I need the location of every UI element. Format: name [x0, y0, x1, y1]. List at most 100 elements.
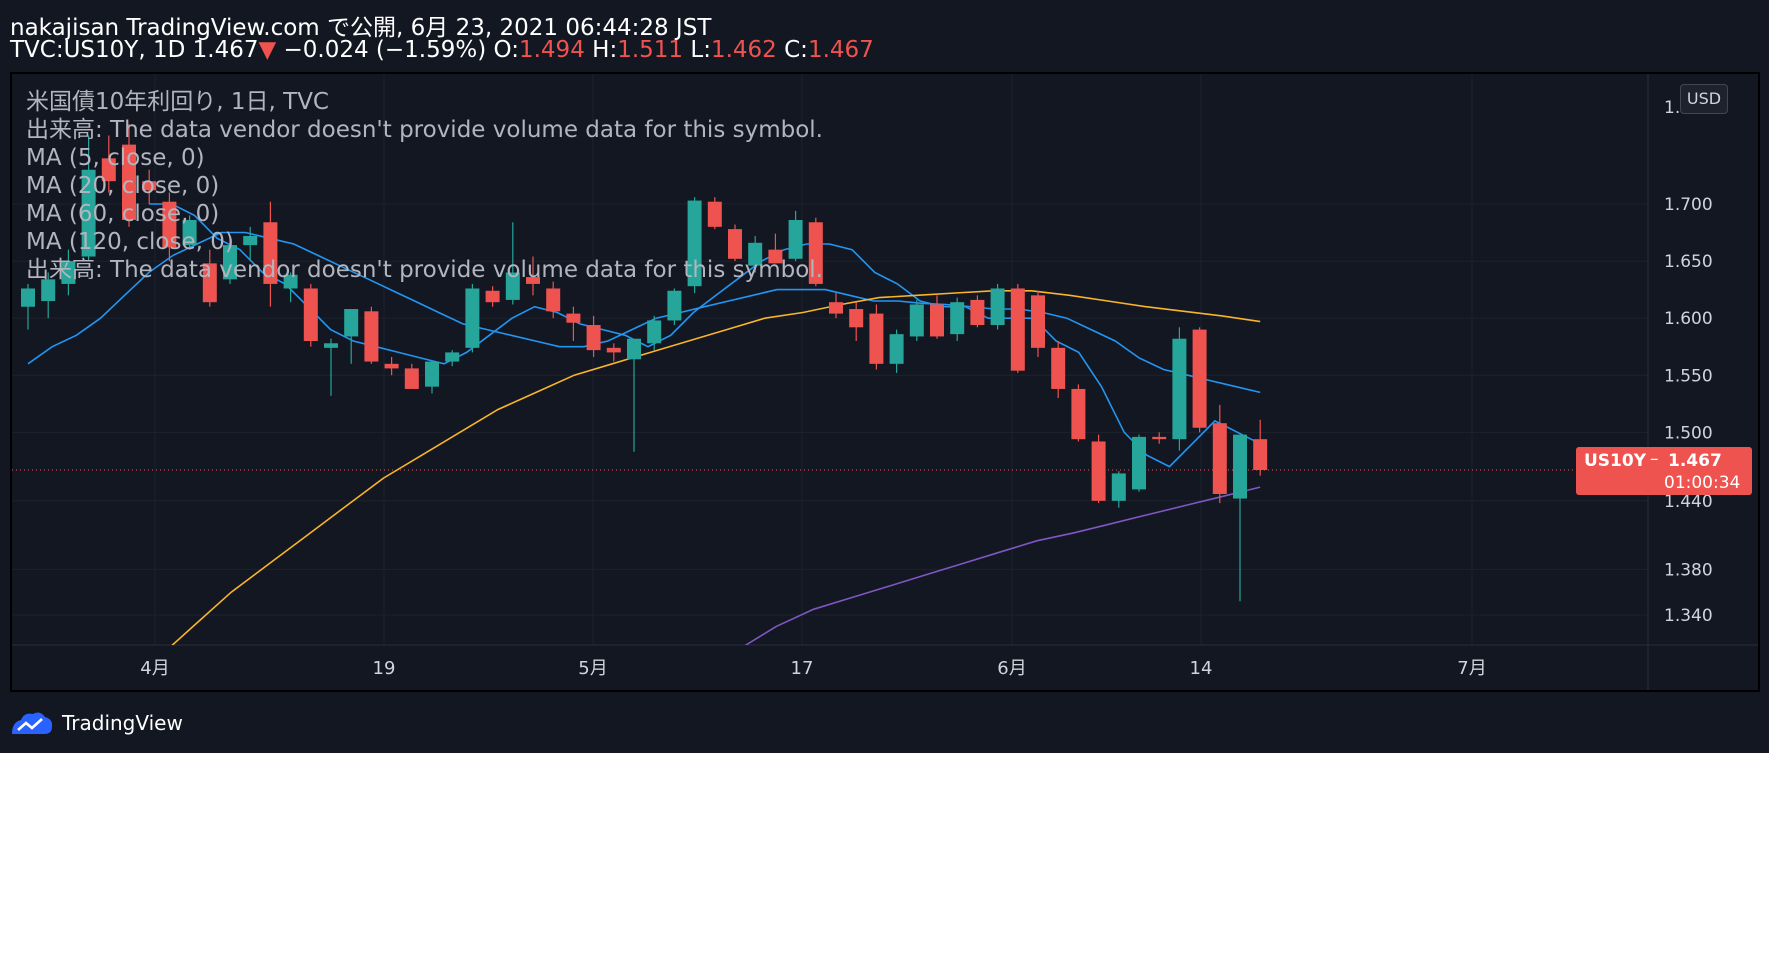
- x-tick-5: 14: [1190, 658, 1213, 679]
- brand-name: TradingView: [62, 711, 183, 735]
- candle-body-1: [41, 279, 56, 302]
- ma20-line: [27, 231, 1261, 394]
- candle-body-52: [1071, 388, 1086, 440]
- high-value: 1.511: [617, 37, 684, 63]
- symbol-ohlc-line: TVC:US10Y, 1D 1.467▼ −0.024 (−1.59%) O:1…: [10, 37, 874, 63]
- x-tick-2: 5月: [578, 658, 607, 679]
- candle-body-28: [586, 325, 601, 351]
- candle-body-23: [485, 290, 500, 303]
- candle-body-30: [627, 338, 641, 360]
- candle-body-54: [1111, 473, 1126, 501]
- candle-body-17: [364, 311, 379, 362]
- y-tick-2: 1.500: [1664, 423, 1713, 443]
- candle-body-50: [1031, 295, 1045, 348]
- y-tick-hidden: 1.440: [1664, 492, 1713, 512]
- x-tick-6: 7月: [1457, 658, 1486, 679]
- candle-body-41: [849, 309, 864, 328]
- candle-body-39: [808, 222, 823, 284]
- price-chart[interactable]: 1.340 1.380 1.500 1.550 1.600 1.650 1.700 1. 1.4…: [0, 0, 1769, 753]
- time-axis: 4月 19 5月 17 6月 14 7月: [140, 658, 1486, 679]
- open-value: 1.494: [518, 37, 585, 63]
- candle-body-0: [21, 288, 35, 307]
- candle-body-56: [1152, 436, 1167, 440]
- x-tick-0: 4月: [140, 658, 169, 679]
- tradingview-brand[interactable]: TradingView: [10, 710, 183, 736]
- candle-body-57: [1172, 338, 1187, 440]
- price-change: −0.024 (−1.59%): [283, 37, 487, 63]
- candle-body-11: [243, 235, 258, 246]
- x-tick-1: 19: [373, 658, 396, 679]
- candle-body-58: [1192, 329, 1207, 428]
- candle-body-31: [647, 320, 662, 344]
- price-tag-value: 1.467: [1668, 451, 1722, 471]
- currency-badge[interactable]: USD: [1680, 84, 1728, 114]
- candle-body-21: [445, 352, 460, 362]
- candle-body-44: [909, 304, 924, 337]
- y-tick-1: 1.380: [1664, 560, 1713, 580]
- y-tick-4: 1.600: [1664, 309, 1713, 329]
- candle-body-46: [950, 302, 965, 335]
- candle-body-3: [81, 169, 96, 257]
- candle-body-24: [505, 272, 520, 300]
- high-label: H:: [592, 37, 618, 63]
- y-tick-0: 1.340: [1664, 606, 1713, 626]
- ma120-line: [744, 486, 1261, 645]
- candle-body-42: [869, 313, 884, 364]
- candle-body-26: [546, 288, 561, 312]
- down-arrow-icon: ▼: [258, 37, 277, 63]
- candle-body-34: [707, 201, 722, 227]
- candle-body-15: [324, 343, 338, 348]
- candle-body-37: [768, 249, 783, 264]
- candle-body-6: [142, 181, 157, 191]
- candle-body-48: [990, 288, 1005, 326]
- grid-lines: [12, 74, 1758, 690]
- candle-body-18: [384, 363, 399, 369]
- close-label: C:: [784, 37, 808, 63]
- candle-body-53: [1091, 441, 1106, 501]
- candle-body-36: [748, 242, 763, 266]
- chart-border: [10, 72, 1760, 692]
- candle-body-14: [303, 288, 318, 341]
- candle-body-12: [263, 222, 278, 284]
- moving-averages: [27, 203, 1261, 645]
- candles: [21, 124, 1268, 602]
- y-tick-top-clipped: 1.: [1664, 98, 1680, 118]
- tradingview-logo-icon: [12, 712, 53, 734]
- candle-body-7: [162, 201, 177, 248]
- symbol-interval: TVC:US10Y, 1D: [10, 37, 186, 63]
- chart-frame: nakajisan TradingView.com で公開, 6月 23, 20…: [0, 0, 1769, 753]
- candle-body-22: [465, 288, 480, 348]
- ma5-line: [149, 203, 1261, 468]
- x-tick-4: 6月: [997, 658, 1026, 679]
- candle-body-55: [1132, 436, 1146, 490]
- candle-body-43: [889, 334, 904, 364]
- price-tag-symbol: US10Y: [1584, 451, 1647, 471]
- candle-body-40: [829, 302, 843, 314]
- candle-body-59: [1212, 423, 1227, 494]
- candle-body-13: [283, 274, 298, 289]
- candle-body-60: [1233, 434, 1247, 499]
- candle-body-8: [182, 219, 197, 246]
- candle-body-19: [404, 368, 419, 389]
- candle-body-27: [566, 313, 581, 323]
- current-price-tag: US10Y – 1.467 01:00:34: [1576, 447, 1752, 495]
- low-value: 1.462: [710, 37, 777, 63]
- candle-body-25: [526, 277, 540, 284]
- candle-body-9: [202, 263, 217, 303]
- close-value: 1.467: [807, 37, 874, 63]
- x-tick-3: 17: [791, 658, 814, 679]
- candle-body-33: [687, 200, 702, 287]
- bar-countdown: 01:00:34: [1664, 473, 1741, 493]
- price-axis: 1.340 1.380 1.500 1.550 1.600 1.650 1.700 1. 1.4…: [1664, 98, 1713, 626]
- candle-body-51: [1051, 347, 1066, 389]
- candle-body-5: [122, 144, 136, 220]
- low-label: L:: [690, 37, 711, 63]
- publish-info: nakajisan TradingView.com で公開, 6月 23, 20…: [10, 15, 712, 41]
- y-tick-3: 1.550: [1664, 366, 1713, 386]
- last-price: 1.467: [192, 37, 259, 63]
- price-tag-dash: –: [1650, 449, 1659, 469]
- candle-body-49: [1010, 288, 1025, 371]
- candle-body-38: [788, 219, 803, 259]
- candle-body-16: [344, 309, 359, 337]
- open-label: O:: [493, 37, 519, 63]
